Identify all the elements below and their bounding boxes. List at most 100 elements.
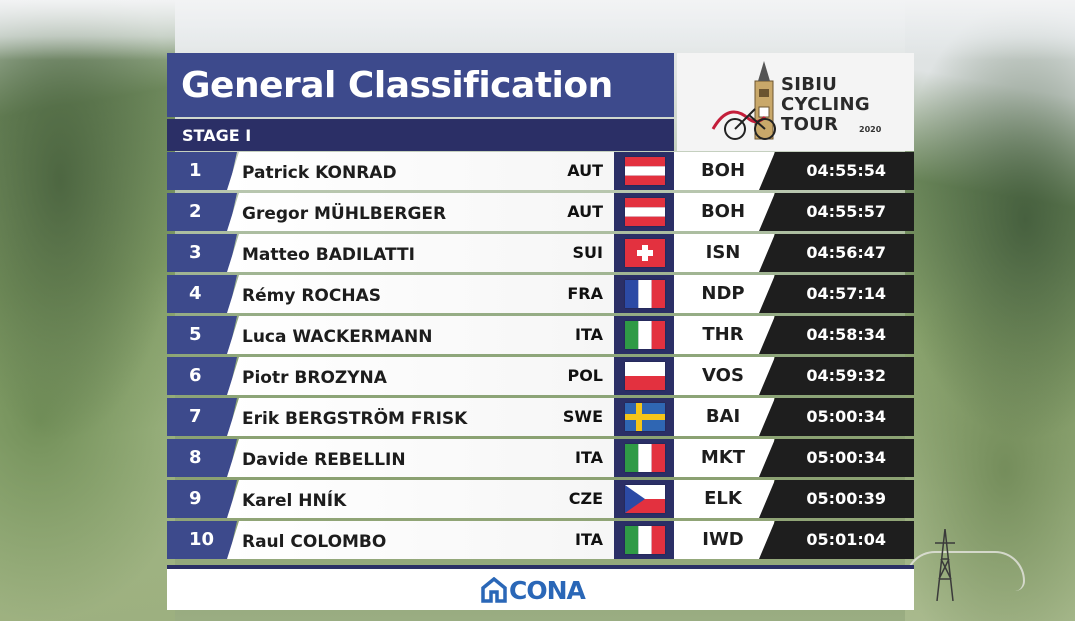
czechia-flag-icon [625,485,665,513]
rider-cell: Piotr BROZYNA POL [227,357,614,395]
rider-name: Karel HNÍK [242,491,347,511]
austria-flag-icon [625,198,665,226]
table-row: 7 Erik BERGSTRÖM FRISK SWE BAI 05:00:34 [167,398,914,439]
team-cell: BAI [674,398,774,436]
position-cell: 7 [167,398,237,436]
nationality: ITA [574,325,603,344]
event-logo: SIBIU CYCLING TOUR 2020 [677,53,914,151]
table-row: 2 Gregor MÜHLBERGER AUT BOH 04:55:57 [167,193,914,234]
time-cell: 04:55:54 [759,152,914,190]
position-cell: 6 [167,357,237,395]
time: 04:57:14 [806,284,886,303]
logo-line-3: TOUR [781,114,839,135]
logo-line-1: SIBIU [781,74,838,95]
rider-name: Luca WACKERMANN [242,327,433,347]
stage-label: STAGE I [182,126,252,145]
italy-flag-icon [625,321,665,349]
italy-flag-icon [625,444,665,472]
rider-name: Rémy ROCHAS [242,286,381,306]
rider-cell: Gregor MÜHLBERGER AUT [227,193,614,231]
tower-cyclist-icon [711,61,776,140]
position-cell: 8 [167,439,237,477]
team-cell: BOH [674,152,774,190]
flag-cell [614,234,674,272]
logo-year: 2020 [859,125,882,134]
position: 6 [189,365,202,386]
time-cell: 05:00:34 [759,439,914,477]
logo-line-2: CYCLING [781,94,870,115]
table-row: 8 Davide REBELLIN ITA MKT 05:00:34 [167,439,914,480]
time: 04:55:57 [806,202,886,221]
team-code: THR [702,324,744,345]
position: 10 [189,529,215,550]
position-cell: 2 [167,193,237,231]
position: 5 [189,324,202,345]
classification-table: 1 Patrick KONRAD AUT BOH 04:55:54 2 Greg… [167,152,914,562]
rider-name: Piotr BROZYNA [242,368,387,388]
sponsor-logo: CONA [481,575,586,605]
table-row: 1 Patrick KONRAD AUT BOH 04:55:54 [167,152,914,193]
rider-cell: Rémy ROCHAS FRA [227,275,614,313]
position-cell: 5 [167,316,237,354]
background-road [905,551,1025,591]
nationality: SWE [562,407,603,426]
time-cell: 04:56:47 [759,234,914,272]
position-cell: 4 [167,275,237,313]
position: 4 [189,283,202,304]
team-cell: ELK [674,480,774,518]
table-row: 5 Luca WACKERMANN ITA THR 04:58:34 [167,316,914,357]
flag-cell [614,193,674,231]
flag-cell [614,521,674,559]
time: 04:55:54 [806,161,886,180]
rider-name: Matteo BADILATTI [242,245,415,265]
table-row: 10 Raul COLOMBO ITA IWD 05:01:04 [167,521,914,562]
nationality: ITA [574,530,603,549]
team-cell: MKT [674,439,774,477]
team-code: NDP [701,283,745,304]
flag-cell [614,152,674,190]
position-cell: 1 [167,152,237,190]
poland-flag-icon [625,362,665,390]
time: 05:00:34 [806,407,886,426]
house-icon [481,577,507,603]
team-code: ELK [704,488,742,509]
time: 04:56:47 [806,243,886,262]
position-cell: 10 [167,521,237,559]
table-row: 4 Rémy ROCHAS FRA NDP 04:57:14 [167,275,914,316]
time-cell: 04:59:32 [759,357,914,395]
team-cell: BOH [674,193,774,231]
france-flag-icon [625,280,665,308]
team-code: MKT [700,447,746,468]
position: 2 [189,201,202,222]
team-cell: ISN [674,234,774,272]
nationality: CZE [568,489,603,508]
sponsor-name: CONA [509,575,586,605]
time: 04:58:34 [806,325,886,344]
rider-name: Gregor MÜHLBERGER [242,204,447,224]
position: 9 [189,488,202,509]
team-code: BAI [705,406,741,427]
nationality: AUT [567,161,603,180]
rider-name: Raul COLOMBO [242,532,387,552]
team-code: BOH [700,160,746,181]
rider-cell: Davide REBELLIN ITA [227,439,614,477]
position-cell: 3 [167,234,237,272]
logo-text: SIBIU CYCLING TOUR [781,75,870,135]
nationality: SUI [572,243,603,262]
stage-bar: STAGE I [167,119,674,151]
flag-cell [614,275,674,313]
team-code: IWD [702,529,744,550]
italy-flag-icon [625,526,665,554]
nationality: POL [567,366,603,385]
time-cell: 05:00:34 [759,398,914,436]
background-sky [0,0,1075,60]
rider-name: Davide REBELLIN [242,450,406,470]
time-cell: 05:00:39 [759,480,914,518]
table-row: 9 Karel HNÍK CZE ELK 05:00:39 [167,480,914,521]
page-title: General Classification [181,65,613,106]
austria-flag-icon [625,157,665,185]
team-code: ISN [705,242,741,263]
sponsor-footer: CONA [167,565,914,610]
nationality: FRA [567,284,603,303]
rider-cell: Matteo BADILATTI SUI [227,234,614,272]
